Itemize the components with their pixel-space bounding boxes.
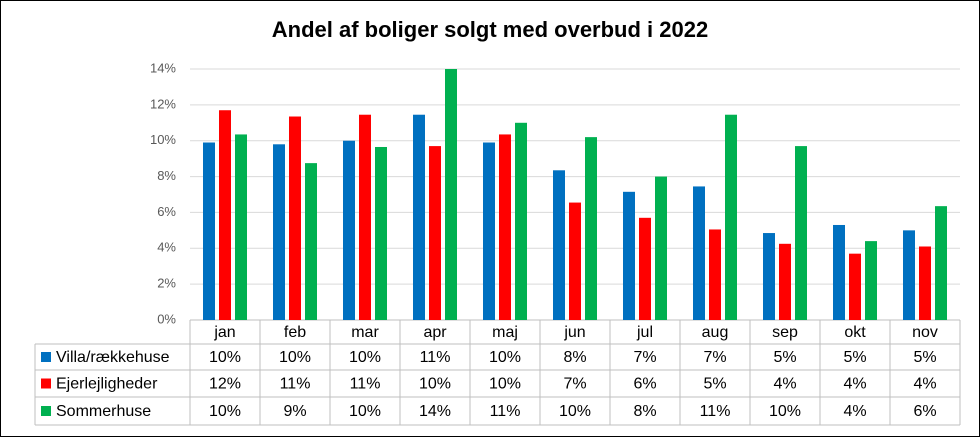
bar [833, 224, 845, 320]
y-tick-label: 2% [157, 276, 176, 291]
table-value: 10% [769, 403, 801, 420]
bar [375, 146, 387, 320]
legend-label: Villa/rækkehuse [56, 349, 170, 366]
table-value: 6% [913, 403, 936, 420]
bar [849, 253, 861, 320]
bar [499, 134, 511, 320]
x-tick-label: mar [351, 324, 379, 341]
table-value: 8% [563, 349, 586, 366]
bar [623, 191, 635, 320]
bar [903, 230, 915, 320]
y-tick-label: 10% [150, 132, 176, 147]
x-tick-label: jan [213, 324, 235, 341]
bar [273, 144, 285, 320]
x-tick-label: nov [912, 324, 938, 341]
table-value: 4% [913, 376, 936, 393]
table-value: 10% [489, 349, 521, 366]
table-value: 10% [349, 349, 381, 366]
table-value: 5% [843, 349, 866, 366]
bar [305, 163, 317, 320]
bar [585, 137, 597, 320]
table-value: 14% [419, 403, 451, 420]
bar [935, 206, 947, 320]
bar [725, 114, 737, 320]
table-value: 7% [633, 349, 656, 366]
table-value: 10% [209, 349, 241, 366]
legend-label: Ejerlejligheder [56, 376, 158, 393]
table-value: 5% [703, 376, 726, 393]
chart-title: Andel af boliger solgt med overbud i 202… [272, 17, 708, 42]
table-value: 11% [700, 403, 731, 420]
legend-key [41, 378, 51, 389]
bar [569, 202, 581, 320]
table-value: 12% [209, 376, 241, 393]
table-value: 5% [913, 349, 936, 366]
bar [655, 176, 667, 320]
y-tick-label: 4% [157, 240, 176, 255]
y-tick-label: 8% [157, 168, 176, 183]
bar [919, 246, 931, 320]
table-value: 10% [419, 376, 451, 393]
table-value: 10% [489, 376, 521, 393]
bar [795, 146, 807, 320]
bar [359, 114, 371, 320]
y-tick-label: 14% [150, 60, 176, 75]
y-tick-label: 6% [157, 204, 176, 219]
x-tick-label: okt [844, 324, 866, 341]
y-tick-label: 12% [150, 96, 176, 111]
x-tick-label: apr [423, 324, 447, 341]
bar [483, 142, 495, 320]
table-value: 4% [843, 376, 866, 393]
bar [709, 229, 721, 320]
table-value: 10% [349, 403, 381, 420]
x-tick-label: aug [702, 324, 729, 341]
table-value: 4% [773, 376, 796, 393]
table-value: 11% [280, 376, 311, 393]
table-value: 10% [559, 403, 591, 420]
table-value: 7% [563, 376, 586, 393]
table-value: 11% [350, 376, 381, 393]
bar [865, 241, 877, 320]
bar [553, 170, 565, 320]
legend-key [41, 352, 51, 362]
bar [515, 122, 527, 321]
bar [763, 233, 775, 320]
table-value: 4% [843, 403, 866, 420]
table-value: 8% [633, 403, 656, 420]
x-tick-label: jul [636, 324, 653, 341]
bar [639, 217, 651, 320]
x-tick-label: sep [772, 324, 798, 341]
x-tick-label: feb [284, 324, 306, 341]
bar [445, 69, 457, 320]
legend-label: Sommerhuse [56, 403, 151, 420]
bar [429, 146, 441, 320]
bar [413, 114, 425, 320]
bar [779, 243, 791, 320]
table-value: 11% [420, 349, 451, 366]
table-value: 7% [703, 349, 726, 366]
y-tick-label: 0% [157, 311, 176, 326]
table-value: 10% [209, 403, 241, 420]
bar [219, 110, 231, 320]
x-tick-label: jun [563, 324, 585, 341]
x-tick-label: maj [492, 324, 518, 341]
legend-key [41, 406, 51, 416]
bar [343, 140, 355, 320]
table-value: 10% [279, 349, 311, 366]
bar [203, 142, 215, 320]
table-value: 6% [633, 376, 656, 393]
table-value: 11% [490, 403, 521, 420]
bar [289, 116, 301, 320]
table-value: 5% [773, 349, 796, 366]
table-value: 9% [283, 403, 306, 420]
bar [693, 186, 705, 320]
bar [235, 134, 247, 320]
